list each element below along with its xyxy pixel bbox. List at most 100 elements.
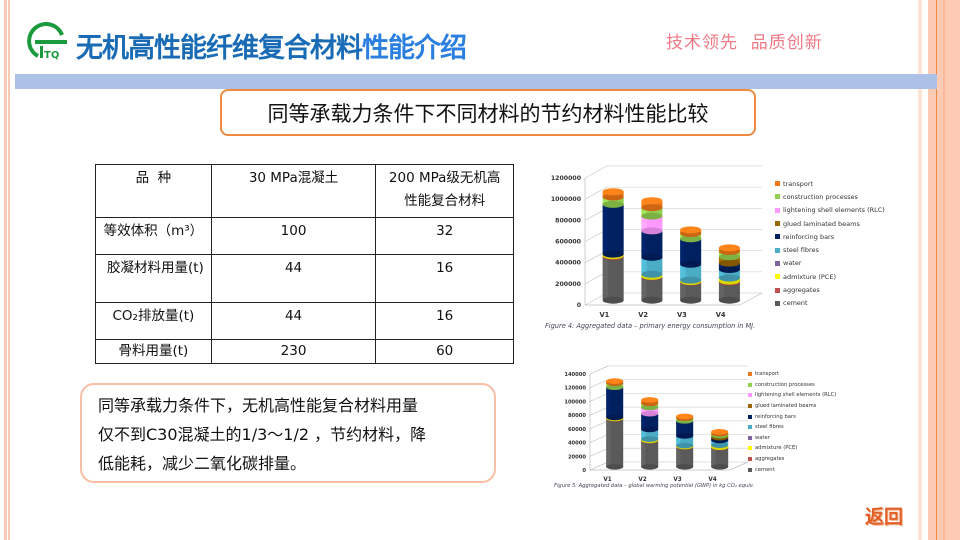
right-border-line <box>943 0 945 540</box>
table-header-cell: 30 MPa混凝土 <box>210 164 377 218</box>
svg-text:V3: V3 <box>673 477 681 483</box>
legend-item: transport <box>748 369 836 380</box>
note-line: 仅不到C30混凝土的1/3～1/2 ，节约材料，降 <box>98 425 427 444</box>
svg-text:140000: 140000 <box>564 372 586 378</box>
svg-text:V3: V3 <box>677 311 687 319</box>
note-line: 同等承载力条件下，无机高性能复合材料用量 <box>98 396 419 415</box>
legend-item: steel fibres <box>775 243 885 256</box>
legend-label: cement <box>783 299 808 308</box>
chart-legend: transport construction processes lightenin… <box>748 369 836 475</box>
concrete-value: 44 <box>210 254 377 303</box>
svg-text:V2: V2 <box>638 477 646 483</box>
svg-text:1200000: 1200000 <box>551 175 582 182</box>
svg-text:V4: V4 <box>708 477 716 483</box>
left-border-stripe <box>4 0 7 540</box>
table-row: 骨料用量(t) 230 60 <box>95 339 514 364</box>
row-label: 骨料用量(t) <box>95 339 212 364</box>
legend-label: lightening shell elements (RLC) <box>783 206 885 215</box>
left-border-stripe <box>8 0 10 540</box>
gwp-chart: 0 20000 40000 60000 80000 100000 120000 140000 V… <box>540 362 885 495</box>
concrete-value: 100 <box>210 217 377 255</box>
legend-swatch <box>748 467 752 472</box>
right-border-stripe <box>918 0 922 540</box>
title-main: 无机高性能纤维复合材料 <box>76 33 363 64</box>
svg-text:600000: 600000 <box>555 239 582 246</box>
chart-caption: Figure 4: Aggregated data – primary ener… <box>545 322 756 330</box>
legend-item: glued laminated beams <box>748 401 836 412</box>
composite-value: 16 <box>375 302 514 340</box>
chart-caption: Figure 5: Aggregated data – global warmi… <box>554 483 755 489</box>
right-border-line <box>936 0 937 540</box>
legend-swatch <box>748 425 752 430</box>
row-label: 等效体积（m³） <box>95 217 212 255</box>
svg-text:V2: V2 <box>638 311 648 319</box>
legend-label: construction processes <box>783 192 858 201</box>
table-header-cell: 200 MPa级无机高性能复合材料 <box>375 164 514 218</box>
legend-label: construction processes <box>755 381 815 388</box>
comparison-table: 品 种 30 MPa混凝土 200 MPa级无机高性能复合材料 等效体积（m³）… <box>95 164 514 364</box>
title-accent: 性能介绍 <box>362 33 467 64</box>
legend-item: aggregates <box>775 283 885 296</box>
legend-swatch <box>775 207 780 213</box>
legend-label: water <box>755 434 770 441</box>
back-button[interactable]: 返回 <box>859 503 909 528</box>
legend-swatch <box>748 414 752 419</box>
chart-legend: transport construction processes lightenin… <box>775 177 885 310</box>
legend-swatch <box>748 382 752 387</box>
chart-plot: 0 200000 400000 600000 800000 1000000 1200000 V… <box>551 165 763 319</box>
table-header-row: 品 种 30 MPa混凝土 200 MPa级无机高性能复合材料 <box>95 164 514 218</box>
composite-value: 16 <box>375 254 514 303</box>
legend-item: lightening shell elements (RLC) <box>748 390 836 401</box>
gtq-logo-icon: TQ <box>26 22 72 62</box>
legend-label: cement <box>755 466 775 473</box>
legend-item: glued laminated beams <box>775 217 885 230</box>
legend-item: reinforcing bars <box>775 230 885 243</box>
concrete-value: 230 <box>210 339 377 364</box>
legend-swatch <box>748 446 752 451</box>
legend-item: lightening shell elements (RLC) <box>775 204 885 217</box>
row-label: 胶凝材料用量(t) <box>95 254 212 303</box>
row-label: CO₂排放量(t) <box>95 302 212 340</box>
svg-text:60000: 60000 <box>568 427 586 433</box>
note-line: 低能耗，减少二氧化碳排量。 <box>98 454 307 473</box>
legend-swatch <box>775 274 780 280</box>
legend-item: reinforcing bars <box>748 411 836 422</box>
legend-label: aggregates <box>755 456 785 463</box>
legend-swatch <box>775 300 780 306</box>
legend-item: cement <box>748 464 836 475</box>
legend-label: lightening shell elements (RLC) <box>755 392 837 399</box>
back-button-label: 返回 <box>864 506 903 528</box>
legend-item: admixture (PCE) <box>775 270 885 283</box>
subtitle-box: 同等承载力条件下不同材料的节约材料性能比较 <box>220 89 756 136</box>
legend-label: steel fibres <box>755 424 784 431</box>
svg-text:V1: V1 <box>599 311 609 319</box>
table-header-cell: 品 种 <box>95 164 212 218</box>
energy-consumption-chart: 0 200000 400000 600000 800000 1000000 1200000 V… <box>540 145 900 340</box>
header-divider-bar <box>15 74 937 89</box>
svg-text:100000: 100000 <box>564 399 586 405</box>
concrete-value: 44 <box>210 302 377 340</box>
svg-text:0: 0 <box>577 302 582 309</box>
svg-text:800000: 800000 <box>555 217 582 224</box>
svg-text:20000: 20000 <box>568 454 586 460</box>
legend-item: steel fibres <box>748 422 836 433</box>
chart-plot: 0 20000 40000 60000 80000 100000 120000 140000 V… <box>564 365 749 483</box>
legend-label: water <box>783 259 802 268</box>
legend-label: admixture (PCE) <box>755 445 798 452</box>
legend-item: transport <box>775 177 885 190</box>
legend-swatch <box>775 221 780 227</box>
svg-text:V1: V1 <box>603 477 611 483</box>
legend-swatch <box>775 287 780 293</box>
legend-item: cement <box>775 297 885 310</box>
svg-text:TQ: TQ <box>44 50 59 61</box>
legend-item: aggregates <box>748 454 836 465</box>
legend-item: water <box>748 433 836 444</box>
slogan: 技术领先 品质创新 <box>666 33 823 53</box>
svg-text:80000: 80000 <box>568 413 586 419</box>
legend-item: admixture (PCE) <box>748 443 836 454</box>
legend-label: reinforcing bars <box>755 413 796 420</box>
composite-value: 32 <box>375 217 514 255</box>
legend-swatch <box>775 181 780 187</box>
svg-text:0: 0 <box>582 468 586 474</box>
legend-label: glued laminated beams <box>783 219 860 228</box>
